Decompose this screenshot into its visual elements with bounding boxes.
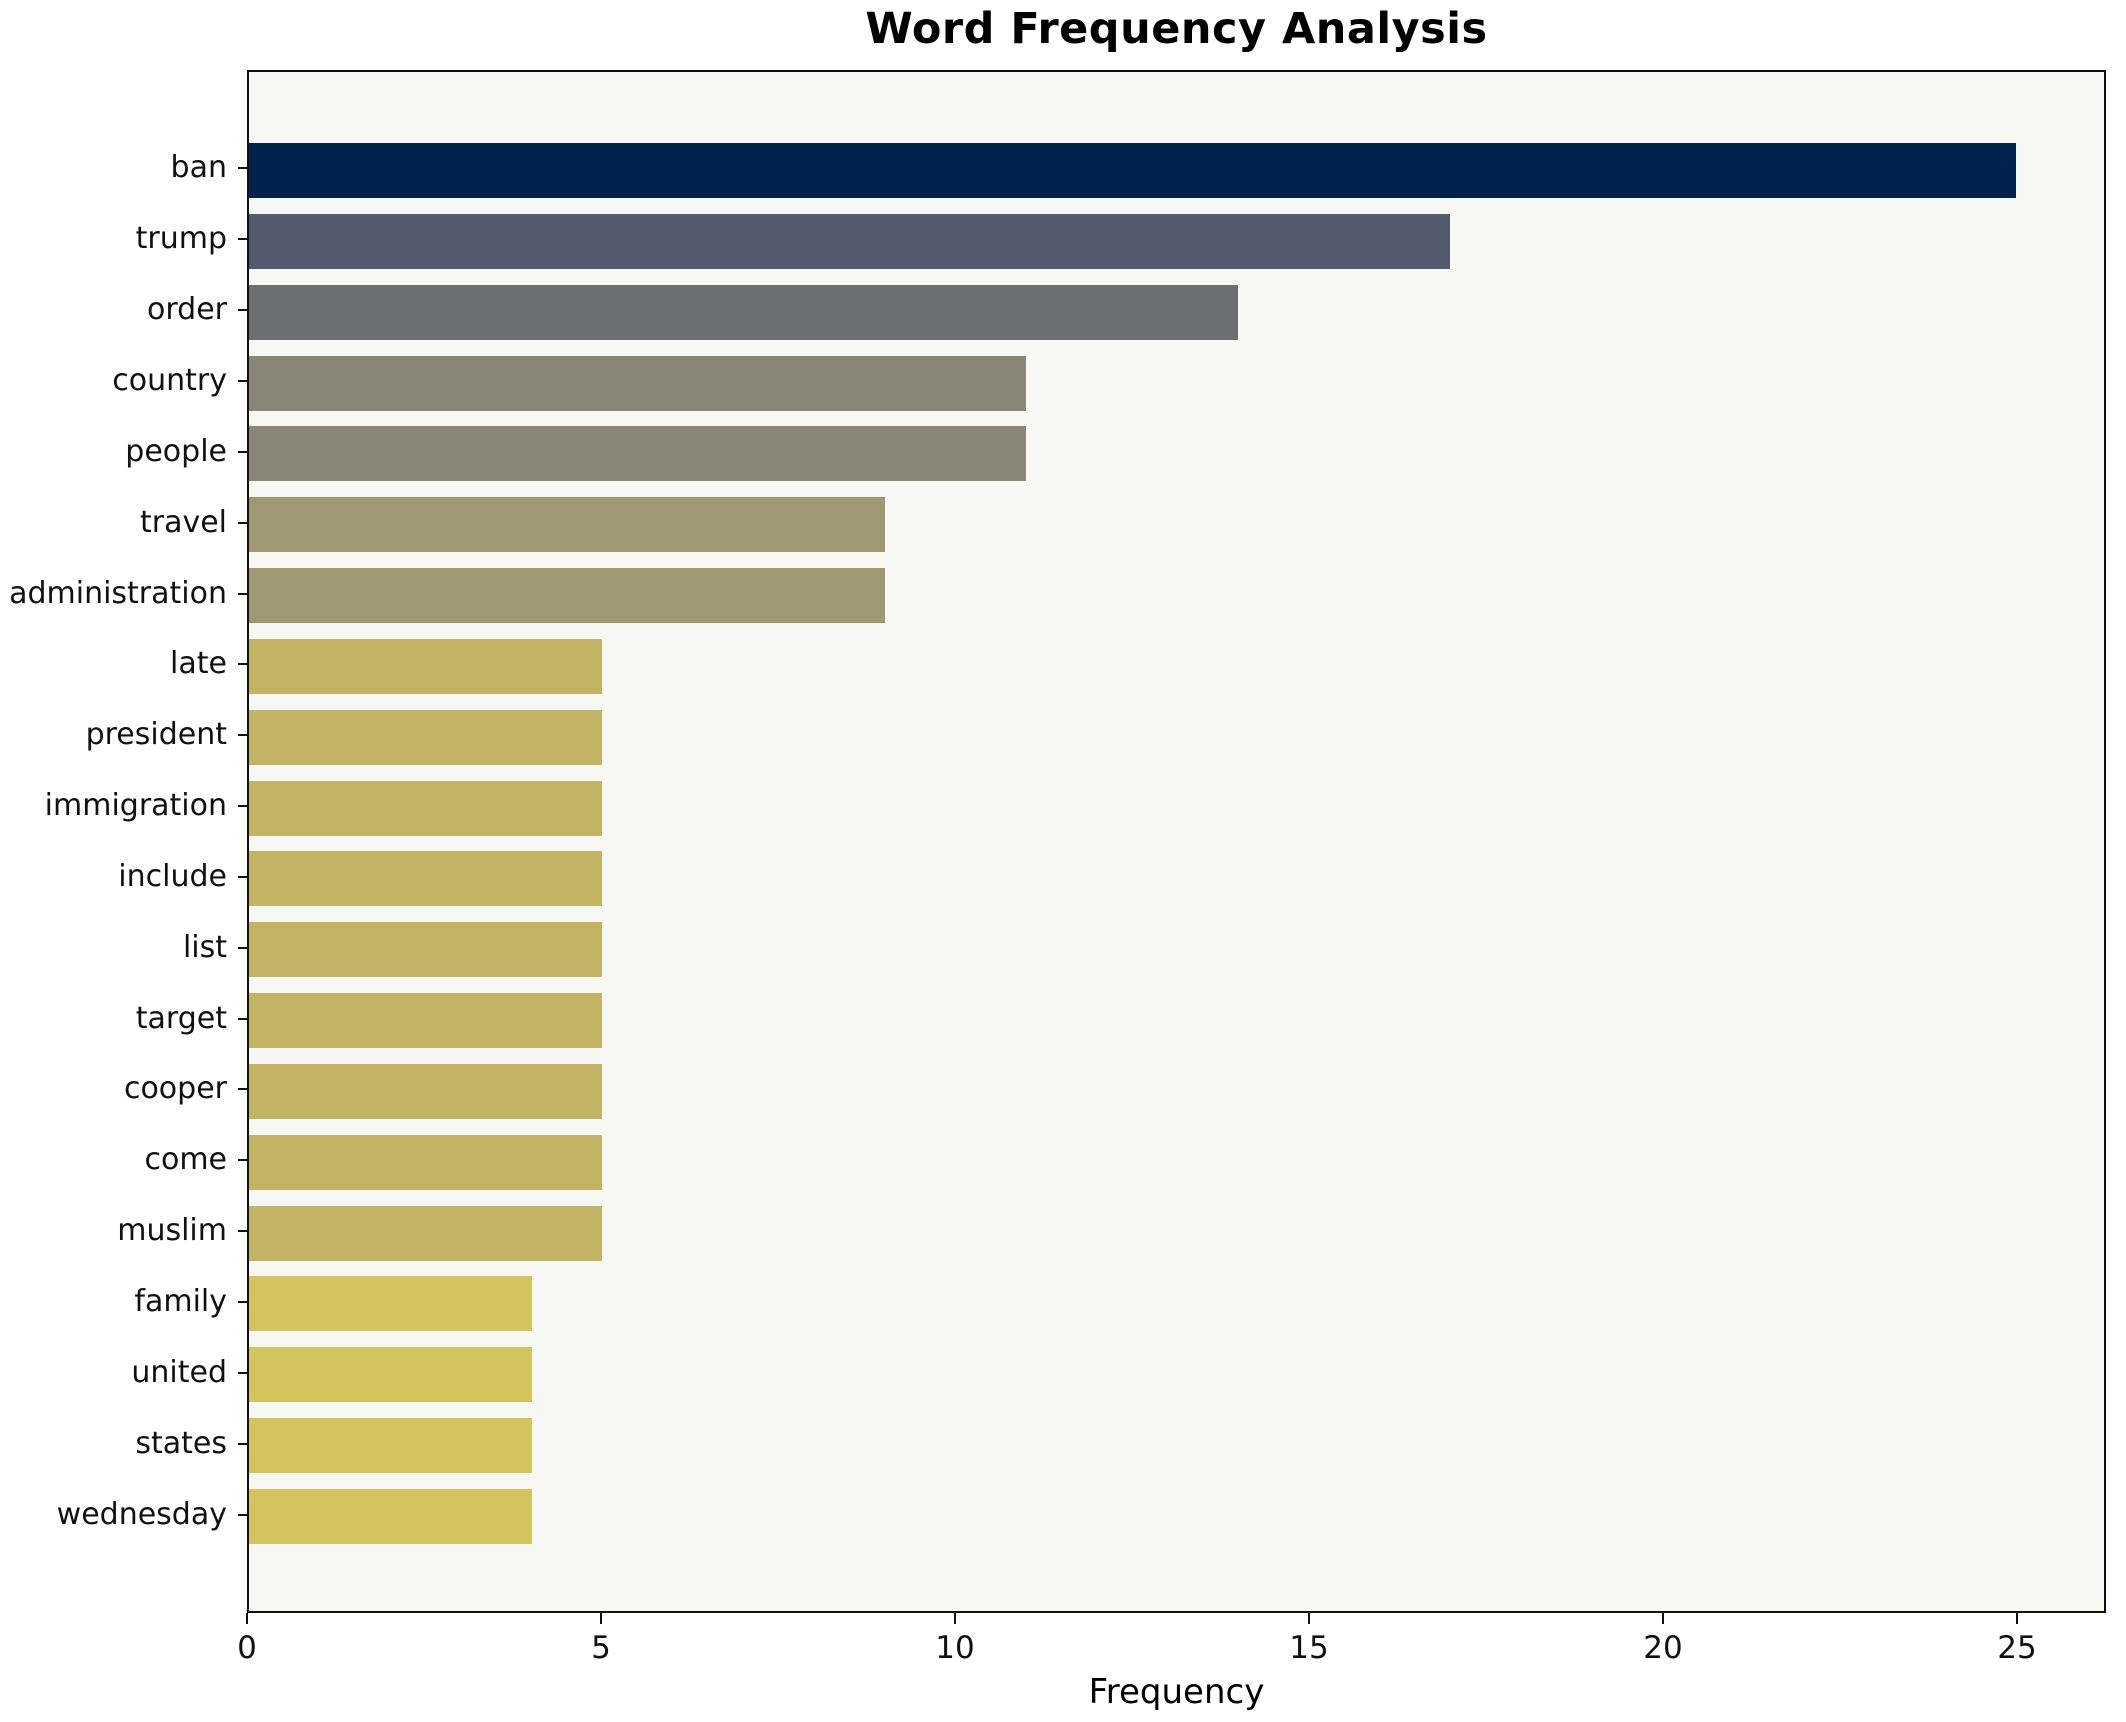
y-tick-label-cooper: cooper (123, 1071, 227, 1106)
bar-states (249, 1418, 532, 1473)
y-tick-mark (238, 734, 247, 736)
y-tick-mark (238, 1088, 247, 1090)
bar-order (249, 285, 1239, 340)
y-tick-mark (238, 522, 247, 524)
x-tick-mark (600, 1613, 602, 1624)
x-tick-label-20: 20 (1643, 1630, 1683, 1666)
x-tick-mark (1662, 1613, 1664, 1624)
y-tick-label-ban: ban (170, 150, 227, 185)
y-tick-label-include: include (118, 859, 227, 894)
y-tick-label-states: states (135, 1426, 227, 1461)
y-tick-label-travel: travel (139, 505, 227, 540)
y-tick-mark (238, 380, 247, 382)
bar-people (249, 426, 1027, 481)
y-tick-mark (238, 1018, 247, 1020)
y-tick-mark (238, 1230, 247, 1232)
y-tick-label-united: united (131, 1355, 227, 1390)
y-tick-label-late: late (170, 646, 227, 681)
y-tick-label-trump: trump (135, 221, 227, 256)
y-tick-mark (238, 663, 247, 665)
x-tick-label-15: 15 (1289, 1630, 1329, 1666)
y-tick-label-country: country (112, 363, 227, 398)
bar-trump (249, 214, 1451, 269)
bar-country (249, 356, 1027, 411)
bar-united (249, 1347, 532, 1402)
y-tick-mark (238, 1301, 247, 1303)
x-axis-label: Frequency (1088, 1672, 1265, 1712)
y-tick-mark (238, 805, 247, 807)
y-tick-mark (238, 167, 247, 169)
y-tick-mark (238, 1514, 247, 1516)
x-tick-label-10: 10 (935, 1630, 975, 1666)
y-tick-label-target: target (135, 1001, 227, 1036)
x-tick-mark (1308, 1613, 1310, 1624)
y-tick-mark (238, 1372, 247, 1374)
y-tick-mark (238, 451, 247, 453)
x-tick-mark (2016, 1613, 2018, 1624)
bar-include (249, 851, 603, 906)
bar-cooper (249, 1064, 603, 1119)
bar-come (249, 1135, 603, 1190)
y-tick-mark (238, 593, 247, 595)
y-tick-label-immigration: immigration (44, 788, 227, 823)
y-tick-label-family: family (134, 1284, 227, 1319)
y-tick-mark (238, 238, 247, 240)
x-tick-label-25: 25 (1997, 1630, 2037, 1666)
y-tick-mark (238, 1159, 247, 1161)
y-tick-label-people: people (125, 434, 227, 469)
bar-immigration (249, 781, 603, 836)
bar-ban (249, 143, 2016, 198)
bar-muslim (249, 1206, 603, 1261)
x-tick-label-5: 5 (591, 1630, 611, 1666)
y-tick-label-list: list (182, 930, 227, 965)
plot-area (247, 70, 2106, 1613)
y-tick-mark (238, 309, 247, 311)
y-tick-mark (238, 1443, 247, 1445)
y-tick-label-wednesday: wednesday (56, 1497, 227, 1532)
bar-family (249, 1276, 532, 1331)
chart-title: Word Frequency Analysis (865, 4, 1488, 54)
y-tick-mark (238, 947, 247, 949)
bar-target (249, 993, 603, 1048)
y-tick-label-muslim: muslim (117, 1213, 227, 1248)
y-tick-label-order: order (147, 292, 227, 327)
y-tick-label-come: come (144, 1142, 227, 1177)
bar-list (249, 922, 603, 977)
x-tick-mark (246, 1613, 248, 1624)
y-tick-label-president: president (85, 717, 227, 752)
x-tick-label-0: 0 (237, 1630, 257, 1666)
y-tick-mark (238, 876, 247, 878)
y-tick-label-administration: administration (9, 576, 227, 611)
x-tick-mark (954, 1613, 956, 1624)
bar-late (249, 639, 603, 694)
bar-administration (249, 568, 885, 623)
bar-travel (249, 497, 885, 552)
bar-president (249, 710, 603, 765)
bar-wednesday (249, 1489, 532, 1544)
